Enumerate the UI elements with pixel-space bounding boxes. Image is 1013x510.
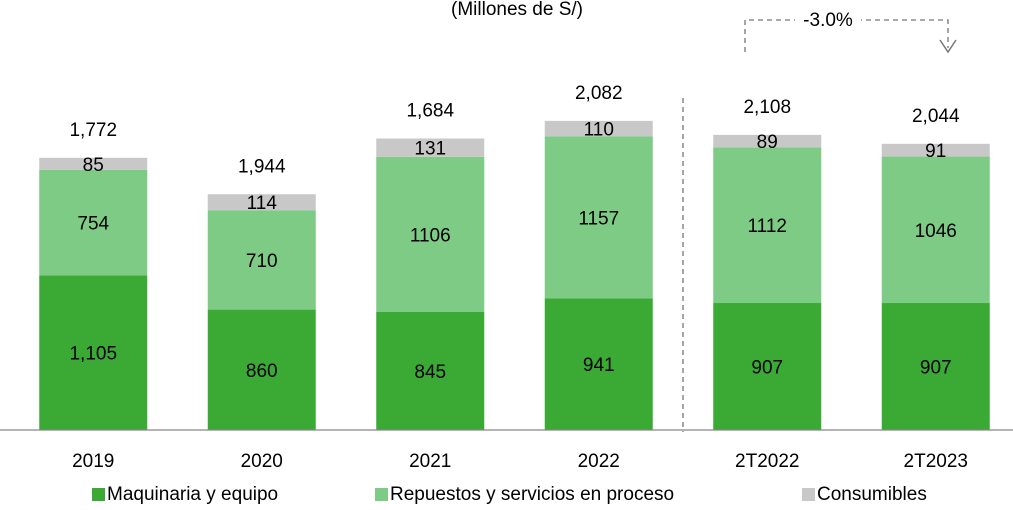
value-label: 941: [583, 355, 615, 376]
total-label: 2,108: [743, 97, 791, 118]
value-label: 91: [925, 141, 946, 162]
bar-segment: [207, 194, 316, 211]
x-tick-label: 2T2022: [735, 451, 799, 472]
bar-segment: [207, 210, 316, 310]
value-label: 110: [584, 120, 614, 141]
value-label: 907: [751, 358, 783, 379]
value-label: 85: [83, 155, 104, 176]
legend-swatch: [802, 488, 815, 501]
total-label: 1,684: [406, 101, 454, 122]
annotation-bg: [795, 10, 861, 32]
annotation: -3.0%: [803, 10, 853, 31]
legend-swatch: [375, 488, 388, 501]
bar-segment: [881, 156, 990, 304]
legend-label: Maquinaria y equipo: [107, 484, 278, 505]
bar-segment: [713, 147, 822, 304]
value-label: 845: [414, 362, 446, 383]
value-label: 1112: [748, 216, 787, 237]
x-tick-label: 2022: [578, 451, 620, 472]
bar-segment: [881, 303, 990, 430]
value-label: 907: [920, 358, 952, 379]
bar-segment: [376, 138, 485, 157]
value-label: 754: [77, 214, 109, 235]
x-tick-label: 2T2023: [904, 451, 968, 472]
bar-segment: [207, 309, 316, 430]
x-tick-label: 2019: [72, 451, 114, 472]
value-label: 114: [247, 193, 278, 214]
total-label: 1,944: [238, 156, 286, 177]
total-label: 1,772: [69, 120, 117, 141]
bar-segment: [376, 311, 485, 430]
total-label: 2,082: [575, 83, 623, 104]
value-label: 710: [246, 251, 278, 272]
arrow-head: [939, 39, 957, 54]
value-label: 131: [414, 139, 446, 160]
value-label: 1106: [410, 225, 451, 246]
value-label: 1157: [578, 208, 619, 229]
bar-segment: [376, 156, 485, 312]
value-label: 860: [246, 361, 278, 382]
bar-segment: [713, 134, 822, 148]
bar-segment: [544, 120, 653, 137]
legend-swatch: [92, 488, 105, 501]
bar-segment: [544, 136, 653, 299]
value-label: 1046: [915, 221, 957, 242]
bar-segment: [713, 303, 822, 430]
x-tick-label: 2020: [241, 451, 283, 472]
value-label: 1,105: [69, 344, 117, 365]
chart-title: (Millones de S/): [451, 0, 583, 20]
bar-segment: [39, 169, 148, 276]
bar-segment: [39, 275, 148, 430]
bar-segment: [39, 157, 148, 170]
bar-segment: [544, 298, 653, 430]
legend-label: Repuestos y servicios en proceso: [390, 484, 674, 505]
total-label: 2,044: [912, 106, 960, 127]
legend-label: Consumibles: [817, 484, 927, 505]
x-tick-label: 2021: [409, 451, 451, 472]
bar-segment: [881, 143, 990, 157]
value-label: 89: [757, 132, 778, 153]
